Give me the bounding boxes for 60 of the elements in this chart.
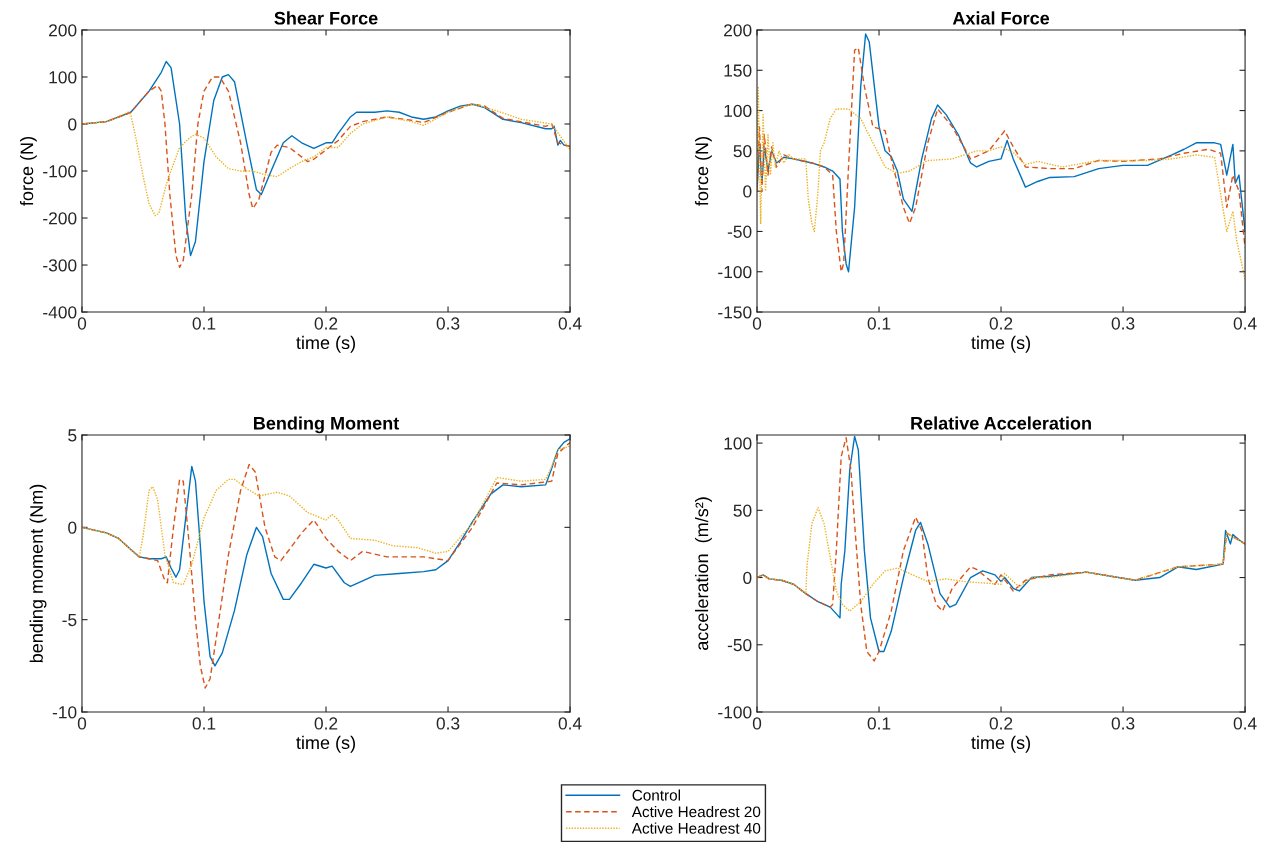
x-tick-label: 0.2 [314,317,338,330]
y-axis-title: acceleration (m/s²) [695,497,712,650]
x-axis-title: time (s) [971,735,1031,753]
y-tick-label: -400 [43,306,77,319]
y-tick-label: 50 [733,504,752,517]
chart-title: Axial Force [952,11,1050,25]
chart-title: Shear Force [274,11,378,25]
x-tick-label: 0.1 [192,717,216,730]
x-tick-label: 0.3 [436,717,460,730]
x-tick-label: 0 [752,317,762,330]
y-tick-label: -200 [43,212,77,225]
x-tick-label: 0 [77,317,87,330]
x-tick-label: 0.2 [989,317,1013,330]
x-tick-label: 0 [77,717,87,730]
x-tick-label: 0.3 [1111,317,1135,330]
y-axis-title: force (N) [19,137,37,206]
y-tick-label: -50 [727,225,752,238]
y-tick-label: -100 [718,706,752,719]
x-tick-label: 0.1 [867,717,891,730]
x-tick-label: 0.2 [314,717,338,730]
x-axis-title: time (s) [296,335,355,353]
y-axis-title: bending moment (Nm) [29,484,47,663]
x-tick-label: 0.4 [1233,317,1257,330]
y-tick-label: 200 [49,24,77,37]
x-tick-label: 0.1 [192,317,216,330]
x-axis-title: time (s) [296,735,355,753]
y-tick-label: 200 [724,24,752,37]
y-tick-label: -10 [52,706,77,719]
x-tick-label: 0 [752,717,762,730]
y-tick-label: 0 [68,521,77,534]
legend-label: Active Headrest 20 [631,806,761,818]
x-tick-label: 0.2 [989,717,1013,730]
y-tick-label: -100 [43,165,77,178]
x-axis-title: time (s) [971,335,1031,353]
x-tick-label: 0.4 [1233,717,1257,730]
y-tick-label: 0 [743,185,752,198]
y-tick-label: 100 [724,437,752,450]
y-tick-label: 100 [49,71,77,84]
y-tick-label: 150 [724,64,752,77]
legend-label: Active Headrest 40 [631,822,761,834]
y-tick-label: 50 [733,145,752,158]
x-tick-label: 0.3 [436,317,460,330]
x-tick-label: 0.1 [867,317,891,330]
y-tick-label: 100 [724,104,752,118]
x-tick-label: 0.3 [1111,717,1135,730]
y-tick-label: -150 [718,306,752,319]
y-tick-label: -100 [718,265,752,279]
x-tick-label: 0.4 [558,717,582,730]
y-axis-title: force (N) [695,137,712,206]
y-tick-label: -50 [727,638,752,652]
x-tick-label: 0.4 [558,317,582,330]
chart-title: Relative Acceleration [911,416,1091,430]
y-tick-label: 0 [68,118,77,131]
y-tick-label: -300 [43,259,77,272]
y-tick-label: 5 [68,429,77,442]
legend-label: Control [632,789,680,801]
line-series [757,506,1246,612]
y-tick-label: 0 [743,571,752,584]
chart-title: Bending Moment [254,416,400,434]
y-tick-label: -5 [62,614,77,627]
